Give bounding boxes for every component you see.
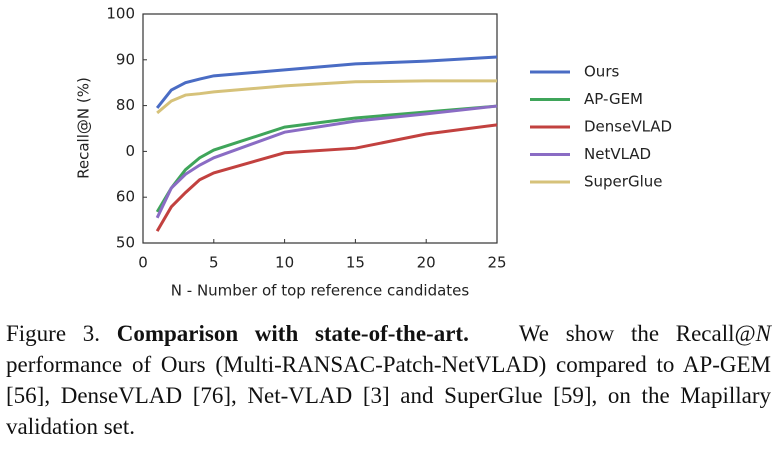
x-tick-label: 0: [138, 254, 148, 272]
x-axis-label: N - Number of top reference candidates: [171, 282, 470, 300]
caption-heading: Comparison with state-of-the-art.: [116, 321, 469, 346]
caption-text: performance of Ours (Multi-RANSAC-Patch-…: [6, 352, 771, 439]
y-tick-label: 50: [116, 234, 135, 252]
caption-text: We show the Recall@: [518, 321, 756, 346]
y-tick-label: 100: [106, 5, 135, 23]
series-line: [155, 104, 498, 219]
y-tick-label: 80: [116, 96, 135, 114]
series-line: [155, 55, 498, 109]
series-line: [156, 79, 497, 115]
x-tick-label: 10: [275, 254, 294, 272]
y-tick-label: 60: [116, 188, 135, 206]
legend-label: NetVLAD: [584, 145, 651, 163]
x-tick-label: 25: [487, 254, 506, 272]
x-tick-label: 15: [346, 254, 365, 272]
x-tick-label: 20: [417, 254, 436, 272]
y-tick-label: 0: [125, 142, 135, 160]
series-line: [155, 123, 498, 232]
legend-label: Ours: [584, 63, 619, 81]
legend-label: SuperGlue: [584, 173, 662, 191]
legend-label: AP-GEM: [584, 90, 643, 108]
caption: Figure 3. Comparison with state-of-the-a…: [6, 318, 771, 442]
y-axis-label: Recall@N (%): [75, 77, 93, 179]
plot-frame: [142, 13, 498, 244]
y-tick-label: 90: [116, 50, 135, 68]
legend-label: DenseVLAD: [584, 118, 672, 136]
chart: N - Number of top reference candidates R…: [75, 5, 673, 300]
caption-label: Figure 3.: [6, 321, 100, 346]
x-tick-label: 5: [209, 254, 219, 272]
series-line: [155, 104, 498, 213]
caption-math: N: [755, 321, 772, 346]
